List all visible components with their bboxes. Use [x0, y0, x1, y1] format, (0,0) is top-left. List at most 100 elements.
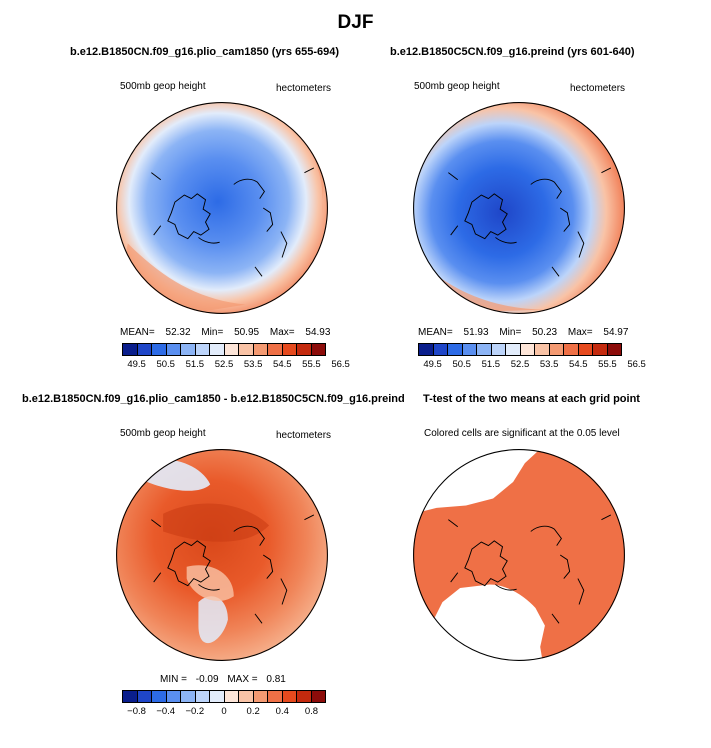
- colorbar-swatch: [195, 691, 210, 702]
- units-label: hectometers: [570, 83, 626, 94]
- coastline-paths: [151, 167, 315, 277]
- colorbar-swatch: [123, 344, 138, 355]
- mean-value: 51.93: [463, 327, 489, 338]
- colorbar-swatch: [181, 691, 196, 702]
- colorbar-tick-label: −0.4: [156, 706, 176, 717]
- colorbar-swatch: [549, 344, 564, 355]
- max-value: 54.97: [603, 327, 629, 338]
- colorbar-tick-label: 51.5: [185, 359, 205, 370]
- min-value: -0.09: [195, 674, 219, 685]
- significant-region: [413, 449, 625, 661]
- colorbar-swatch: [477, 344, 492, 355]
- colorbar-swatch: [491, 344, 506, 355]
- colorbar-tick-label: 49.5: [423, 359, 442, 370]
- colorbar-tick-label: 55.5: [598, 359, 617, 370]
- coastline-paths: [448, 514, 612, 624]
- colorbar-tick-label: 56.5: [627, 359, 646, 370]
- colorbar-tick-label: 54.5: [273, 359, 292, 370]
- colorbar-swatch: [535, 344, 550, 355]
- colorbar-tick-label: 53.5: [243, 359, 263, 370]
- colorbar-swatch: [268, 691, 283, 702]
- mean-label: MEAN=: [120, 327, 155, 338]
- colorbar-tick-label: 55.5: [302, 359, 321, 370]
- colorbar-swatch: [607, 344, 621, 355]
- panel-title-top-right: b.e12.B1850C5CN.f09_g16.preind (yrs 601-…: [390, 46, 635, 58]
- max-value: 54.93: [305, 327, 331, 338]
- colorbar-swatch: [448, 344, 463, 355]
- colorbar-swatch: [282, 344, 297, 355]
- polar-map-top-left: [116, 102, 328, 314]
- min-label: MIN =: [160, 674, 187, 685]
- colorbar-swatch: [137, 344, 152, 355]
- colorbar-tick-label: 52.5: [214, 359, 234, 370]
- colorbar-tick-label: 50.5: [452, 359, 471, 370]
- colorbar-tick-label: 49.5: [127, 359, 146, 370]
- colorbar-swatch: [181, 344, 196, 355]
- variable-label: 500mb geop height: [120, 81, 206, 92]
- colorbar-swatch: [578, 344, 593, 355]
- colorbar-swatch: [506, 344, 521, 355]
- colorbar-tick-label: −0.8: [127, 706, 146, 717]
- colorbar-swatch: [593, 344, 608, 355]
- units-label: hectometers: [276, 430, 332, 441]
- colorbar-swatch: [297, 344, 312, 355]
- colorbar-swatch: [311, 344, 325, 355]
- colorbar-tick-label: 0.8: [304, 706, 319, 717]
- colorbar-swatch: [152, 691, 167, 702]
- colorbar-tick-label: 54.5: [569, 359, 588, 370]
- variable-label: 500mb geop height: [414, 81, 500, 92]
- max-label: MAX =: [227, 674, 258, 685]
- polar-map-bottom-right: [413, 449, 625, 661]
- colorbar-swatch: [210, 344, 225, 355]
- colorbar-swatch: [137, 691, 152, 702]
- colorbar-swatch: [224, 344, 239, 355]
- colorbar-swatch: [520, 344, 535, 355]
- panel-title-top-left: b.e12.B1850CN.f09_g16.plio_cam1850 (yrs …: [70, 46, 340, 58]
- panel-title-bottom-left: b.e12.B1850CN.f09_g16.plio_cam1850 - b.e…: [22, 393, 405, 405]
- variable-label: 500mb geop height: [120, 428, 206, 439]
- colorbar-swatch: [462, 344, 477, 355]
- colorbar-swatch: [123, 691, 138, 702]
- min-label: Min=: [499, 327, 522, 338]
- colorbar-top-left: [122, 343, 326, 356]
- colorbar-swatch: [239, 691, 254, 702]
- colorbar-bottom-left: [122, 690, 326, 703]
- colorbar-ticks-bottom-left: −0.8 −0.4 −0.2 0 0.2 0.4 0.8: [122, 706, 326, 718]
- colorbar-tick-label: −0.2: [185, 706, 205, 717]
- polar-map-top-right: [413, 102, 625, 314]
- mean-value: 52.32: [165, 327, 191, 338]
- colorbar-swatch: [224, 691, 239, 702]
- colorbar-swatch: [282, 691, 297, 702]
- min-value: 50.23: [532, 327, 558, 338]
- colorbar-tick-label: 0.4: [275, 706, 289, 717]
- coastline-paths: [151, 514, 315, 624]
- colorbar-swatch: [195, 344, 210, 355]
- colorbar-swatch: [166, 344, 181, 355]
- colorbar-tick-label: 0: [221, 706, 227, 717]
- max-value: 0.81: [266, 674, 286, 685]
- colorbar-swatch: [433, 344, 448, 355]
- max-label: Max=: [269, 327, 295, 338]
- min-value: 50.95: [234, 327, 260, 338]
- polar-map-bottom-left: [116, 449, 328, 661]
- colorbar-swatch: [419, 344, 434, 355]
- colorbar-tick-label: 52.5: [510, 359, 530, 370]
- colorbar-swatch: [239, 344, 254, 355]
- panel-title-bottom-right: T-test of the two means at each grid poi…: [423, 393, 640, 405]
- colorbar-swatch: [297, 691, 312, 702]
- significance-note: Colored cells are significant at the 0.0…: [424, 428, 620, 439]
- max-label: Max=: [567, 327, 593, 338]
- colorbar-swatch: [268, 344, 283, 355]
- colorbar-swatch: [152, 344, 167, 355]
- figure-title: DJF: [337, 12, 374, 33]
- colorbar-ticks-top-right: 49.5 50.5 51.5 52.5 53.5 54.5 55.5 56.5: [418, 359, 646, 371]
- colorbar-tick-label: 51.5: [481, 359, 501, 370]
- colorbar-ticks-top-left: 49.5 50.5 51.5 52.5 53.5 54.5 55.5 56.5: [122, 359, 350, 371]
- colorbar-swatch: [311, 691, 325, 702]
- units-label: hectometers: [276, 83, 332, 94]
- colorbar-top-right: [418, 343, 622, 356]
- colorbar-tick-label: 50.5: [156, 359, 175, 370]
- colorbar-swatch: [253, 691, 268, 702]
- colorbar-swatch: [166, 691, 181, 702]
- colorbar-tick-label: 53.5: [539, 359, 559, 370]
